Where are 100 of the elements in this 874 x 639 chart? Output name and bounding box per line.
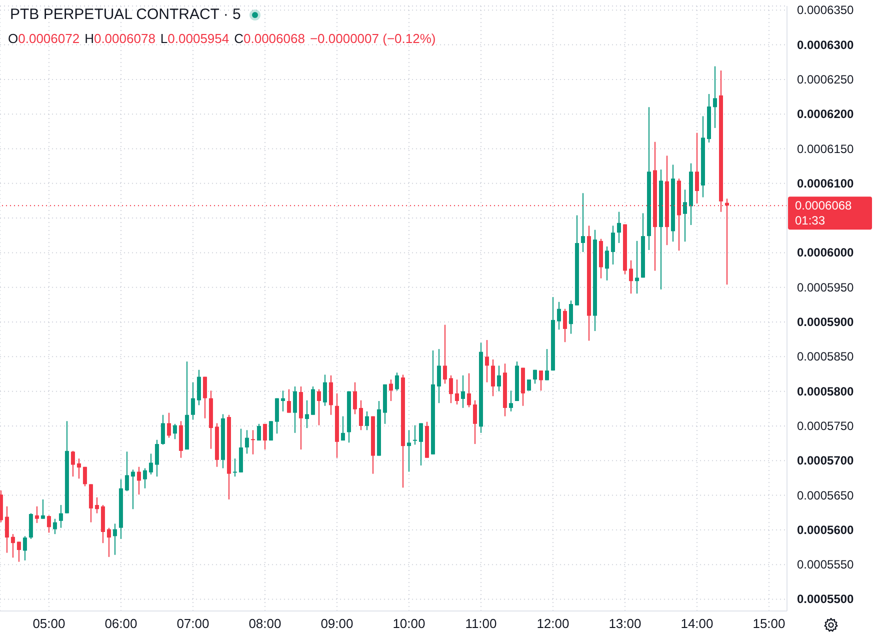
candlestick — [196, 369, 201, 406]
candlestick — [556, 301, 561, 330]
y-tick-label: 0.0005550 — [797, 558, 854, 572]
y-tick-label: 0.0005500 — [797, 592, 854, 606]
candlestick — [82, 466, 87, 487]
y-tick-label: 0.0006100 — [797, 176, 854, 190]
candlestick — [106, 527, 111, 558]
candlestick — [16, 541, 21, 562]
candlestick — [496, 365, 501, 392]
y-tick-label: 0.0006150 — [797, 142, 854, 156]
y-tick-label: 0.0005900 — [797, 315, 854, 330]
annotation: C0.0006068 — [234, 31, 305, 46]
annotation: H0.0006078 — [84, 31, 156, 46]
candlestick — [34, 506, 39, 524]
candlestick — [190, 382, 195, 420]
candlestick — [328, 374, 333, 416]
candlestick — [316, 388, 321, 426]
y-tick-label: 0.0006300 — [797, 38, 854, 52]
candlestick — [616, 211, 621, 244]
candlestick — [268, 420, 273, 442]
candlestick — [442, 324, 447, 384]
candlestick — [154, 439, 159, 478]
candlestick — [466, 372, 471, 408]
candlestick — [568, 300, 573, 334]
x-tick-label: 11:00 — [465, 616, 497, 632]
candlestick — [508, 390, 513, 412]
candlestick — [484, 340, 489, 383]
candlestick — [232, 458, 237, 478]
candlestick — [628, 260, 633, 294]
candlestick — [418, 422, 423, 466]
y-tick-label: 0.0006350 — [797, 3, 854, 18]
candlestick — [604, 246, 609, 281]
candlestick — [358, 400, 363, 431]
candlestick — [52, 518, 57, 535]
candlestick — [472, 400, 477, 444]
y-tick-label: 0.0005950 — [797, 280, 854, 294]
candlestick — [412, 424, 417, 446]
candlestick — [286, 388, 291, 414]
candlestick — [148, 453, 153, 475]
candlestick — [634, 240, 639, 294]
candlestick — [292, 386, 297, 434]
candlestick — [46, 514, 51, 534]
candlestick — [352, 382, 357, 415]
candlestick — [10, 534, 15, 558]
x-tick-label: 06:00 — [104, 616, 138, 632]
candlestick — [454, 379, 459, 405]
y-tick-label: 0.0005750 — [797, 418, 854, 433]
candlestick — [22, 536, 27, 561]
candlestick — [322, 374, 327, 406]
candlestick — [76, 458, 81, 480]
candlestick — [490, 358, 495, 397]
candlestick — [580, 192, 585, 253]
candlestick — [364, 410, 369, 431]
candlestick — [4, 506, 9, 554]
y-tick-label: 0.0006000 — [797, 246, 854, 260]
annotation: L0.0005954 — [160, 31, 230, 46]
x-tick-label: 05:00 — [32, 616, 66, 632]
x-tick-label: 10:00 — [392, 616, 426, 632]
candlestick — [142, 468, 147, 489]
candlestick — [682, 189, 687, 242]
y-tick-label: 0.0006250 — [797, 72, 854, 86]
candlestick — [394, 372, 399, 392]
y-tick-label: 0.0005850 — [797, 350, 854, 364]
candlestick — [538, 370, 543, 392]
candlestick — [40, 498, 45, 520]
x-tick-label: 09:00 — [320, 616, 354, 632]
candlestick — [694, 132, 699, 204]
x-tick-label: 08:00 — [248, 616, 282, 632]
candlestick — [172, 423, 177, 440]
x-tick-label: 15:00 — [752, 616, 786, 632]
candlestick — [250, 430, 255, 455]
candlestick — [406, 430, 411, 472]
y-tick-label: 0.0005700 — [797, 454, 854, 468]
candlestick — [112, 523, 117, 556]
candlestick — [244, 430, 249, 454]
text: 01:33 — [795, 214, 826, 228]
candlestick — [202, 376, 207, 419]
candlestick — [130, 469, 135, 510]
candlestick — [262, 423, 267, 450]
candlestick — [562, 308, 567, 343]
candlestick — [58, 504, 63, 528]
candlestick — [124, 451, 129, 492]
candlestick — [166, 412, 171, 438]
candlestick — [532, 369, 537, 384]
chart-title: PTB PERPETUAL CONTRACT · 5 — [10, 6, 241, 23]
x-tick-label: 12:00 — [536, 616, 570, 632]
x-tick-label: 13:00 — [608, 616, 642, 632]
candlestick — [28, 512, 33, 540]
candlestick — [436, 348, 441, 404]
candlestick — [94, 496, 99, 514]
candlestick — [610, 225, 615, 265]
candlestick — [340, 416, 345, 442]
ref-line-label: 0.0006068 — [795, 198, 852, 213]
candlestick — [712, 66, 717, 128]
candlestick — [544, 348, 549, 381]
x-tick-label: 07:00 — [176, 616, 210, 632]
candlestick — [256, 423, 261, 442]
y-tick-label: 0.0005800 — [797, 384, 854, 398]
x-tick-label: 14:00 — [680, 616, 714, 632]
candlestick — [70, 450, 75, 478]
